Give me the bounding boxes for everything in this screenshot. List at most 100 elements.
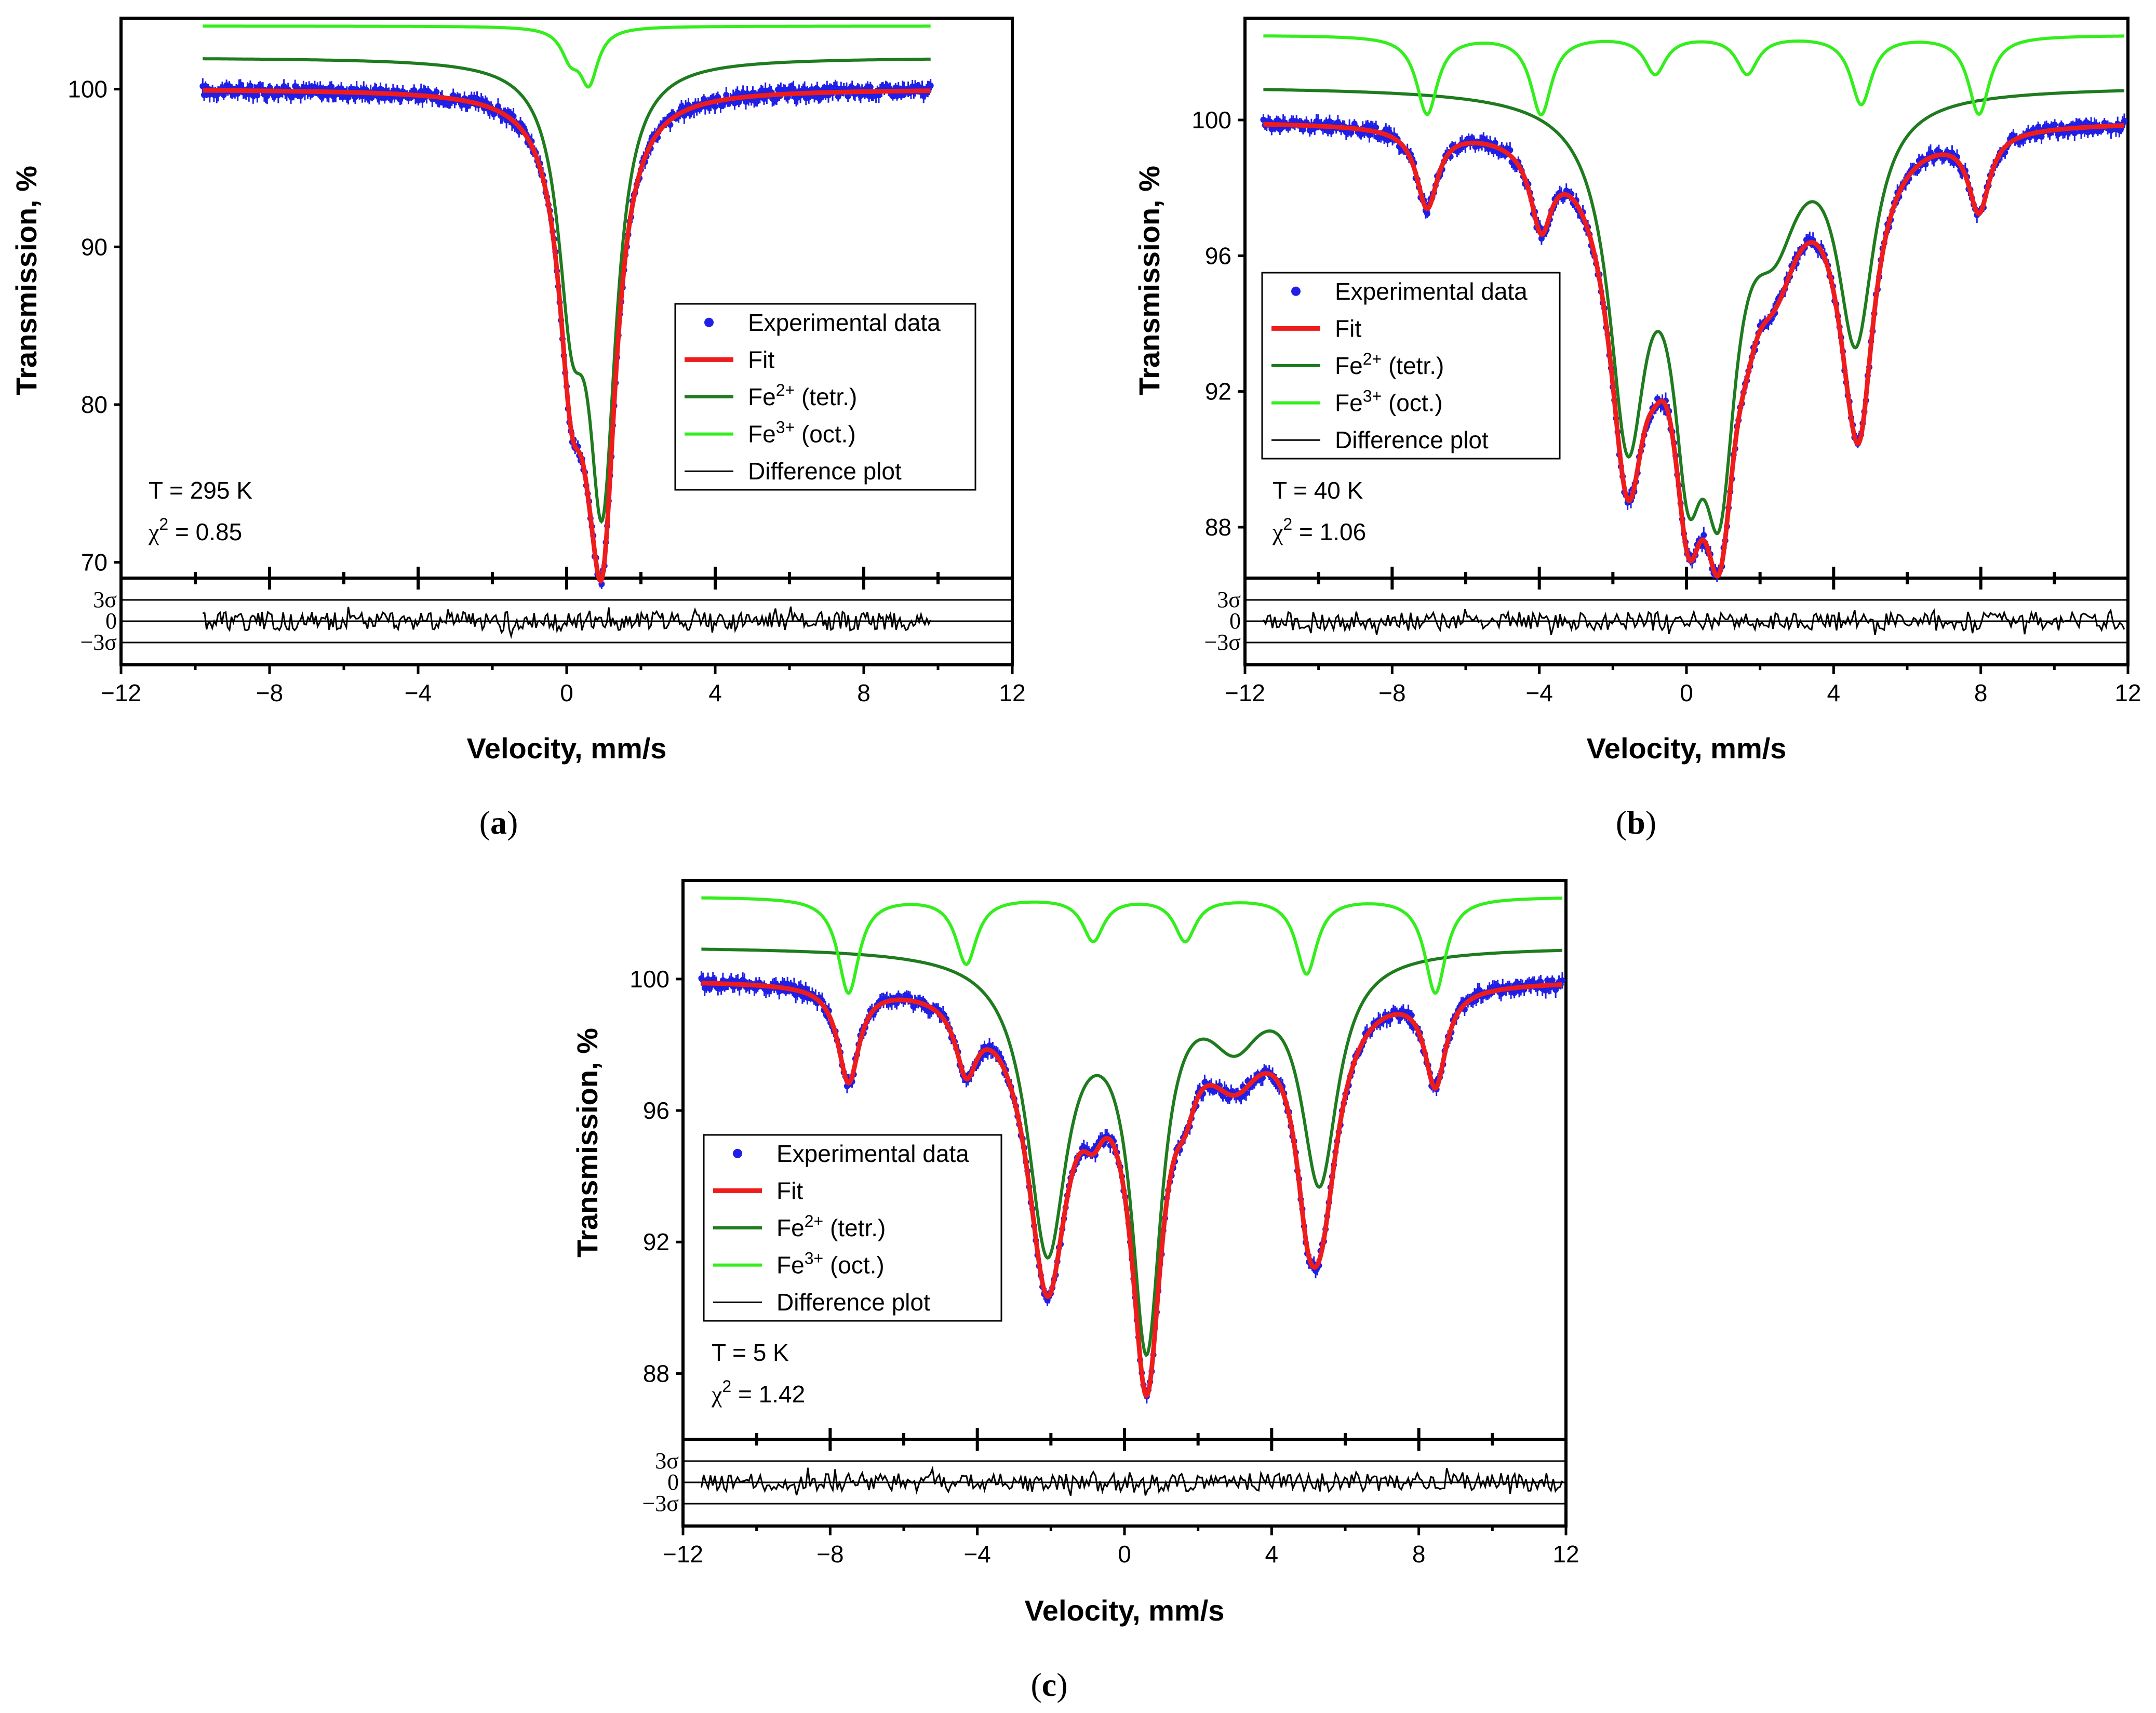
experimental-point bbox=[328, 83, 335, 90]
panel-caption: (b) bbox=[1616, 804, 1656, 841]
chi-squared-label: χ2 = 0.85 bbox=[148, 515, 242, 545]
x-axis-title: Velocity, mm/s bbox=[1587, 732, 1787, 765]
residual-level-label: 0 bbox=[1229, 608, 1241, 634]
annotation: T = 40 K χ2 = 1.06 bbox=[1272, 477, 1366, 545]
y-tick-label: 100 bbox=[1191, 106, 1231, 133]
legend-marker bbox=[1291, 286, 1301, 296]
fe3-oct-curve bbox=[701, 896, 1562, 995]
experimental-point bbox=[1511, 989, 1518, 996]
legend: Experimental data Fit Fe2+ (tetr.) Fe3+ (oc… bbox=[1261, 272, 1561, 460]
x-tick-label: 8 bbox=[857, 679, 871, 706]
y-tick-label: 70 bbox=[81, 549, 108, 576]
x-ticks: −12 −8 −4 0 4 8 12 bbox=[101, 567, 1026, 706]
experimental-point bbox=[845, 93, 851, 100]
x-tick-label: 0 bbox=[1118, 1541, 1131, 1568]
legend-label: Difference plot bbox=[748, 458, 902, 485]
y-tick-label: 92 bbox=[643, 1228, 669, 1255]
experimental-point bbox=[2121, 117, 2127, 124]
x-ticks: −12 −8 −4 0 4 8 12 bbox=[663, 1428, 1579, 1568]
experimental-point bbox=[1366, 131, 1373, 138]
annotation: T = 5 K χ2 = 1.42 bbox=[711, 1339, 805, 1408]
difference-curve bbox=[700, 1465, 1563, 1496]
residual-level-label: 3σ bbox=[655, 1448, 679, 1474]
x-tick-label: −8 bbox=[256, 679, 283, 706]
experimental-point bbox=[2058, 122, 2065, 128]
legend-marker bbox=[733, 1148, 742, 1158]
panel-caption: (a) bbox=[479, 804, 518, 841]
y-axis-title: Transmission, % bbox=[571, 1028, 604, 1257]
experimental-point bbox=[867, 84, 874, 90]
x-tick-label: 0 bbox=[1680, 679, 1693, 706]
fit-curve bbox=[203, 88, 931, 584]
curves bbox=[1260, 34, 2127, 636]
experimental-point bbox=[773, 96, 780, 102]
y-tick-label: 88 bbox=[1205, 514, 1231, 541]
x-tick-label: 12 bbox=[1552, 1541, 1579, 1568]
legend-label: Difference plot bbox=[1335, 426, 1489, 453]
y-tick-label: 96 bbox=[1205, 242, 1231, 269]
experimental-point bbox=[2071, 130, 2078, 137]
legend-label: Fit bbox=[748, 346, 774, 373]
experimental-point bbox=[797, 984, 804, 991]
x-tick-label: −12 bbox=[663, 1541, 703, 1568]
experimental-point bbox=[1549, 977, 1556, 984]
legend-label: Experimental data bbox=[776, 1140, 969, 1167]
x-tick-label: 4 bbox=[1827, 679, 1841, 706]
x-tick-label: 12 bbox=[2114, 679, 2141, 706]
panel-caption: (c) bbox=[1030, 1666, 1067, 1703]
x-tick-label: 12 bbox=[999, 679, 1025, 706]
y-axis-title: Transmission, % bbox=[10, 166, 43, 395]
curves bbox=[199, 24, 934, 639]
residual-level-label: 3σ bbox=[93, 587, 117, 612]
y-tick-label: 100 bbox=[68, 76, 108, 103]
experimental-point bbox=[735, 99, 742, 105]
residual-level-label: 0 bbox=[105, 608, 117, 634]
y-tick-label: 100 bbox=[630, 966, 669, 993]
fe2-tetr-curve bbox=[701, 947, 1562, 1357]
difference-curve bbox=[203, 606, 932, 639]
legend: Experimental data Fit Fe2+ (tetr.) Fe3+ (oc… bbox=[674, 303, 976, 491]
x-tick-label: −4 bbox=[1525, 679, 1552, 706]
x-tick-label: 8 bbox=[1974, 679, 1988, 706]
residual-level-label: 3σ bbox=[1217, 587, 1241, 612]
experimental-point bbox=[705, 976, 712, 983]
curves bbox=[698, 896, 1565, 1496]
legend-label: Fit bbox=[776, 1177, 803, 1204]
residual-level-label: −3σ bbox=[642, 1491, 679, 1516]
x-tick-label: 4 bbox=[708, 679, 722, 706]
legend-label: Fe2+ (tetr.) bbox=[1335, 350, 1444, 379]
legend-label: Fe2+ (tetr.) bbox=[776, 1212, 886, 1241]
temperature-label: T = 295 K bbox=[149, 477, 252, 504]
fe3-oct-curve bbox=[1263, 34, 2124, 117]
y-ticks: 70 80 90 100 bbox=[68, 76, 121, 576]
y-tick-label: 88 bbox=[643, 1360, 669, 1387]
fit-curve bbox=[1263, 122, 2124, 579]
legend-label: Fit bbox=[1335, 315, 1361, 342]
experimental-point bbox=[1275, 117, 1282, 124]
temperature-label: T = 40 K bbox=[1273, 477, 1363, 504]
experimental-point bbox=[712, 103, 718, 110]
x-tick-label: −8 bbox=[1378, 679, 1405, 706]
x-ticks: −12 −8 −4 0 4 8 12 bbox=[1225, 567, 2141, 706]
y-tick-label: 96 bbox=[643, 1097, 669, 1124]
chi-squared-label: χ2 = 1.42 bbox=[711, 1377, 805, 1408]
y-axis-title: Transmission, % bbox=[1133, 166, 1166, 395]
x-axis-title: Velocity, mm/s bbox=[467, 732, 667, 765]
residual-reference-lines: 3σ0−3σ bbox=[642, 1448, 1566, 1516]
chi-squared-label: χ2 = 1.06 bbox=[1272, 515, 1366, 545]
x-axis-title: Velocity, mm/s bbox=[1025, 1594, 1225, 1627]
legend-marker bbox=[704, 317, 714, 327]
residual-level-label: 0 bbox=[667, 1469, 679, 1495]
legend-label: Fe2+ (tetr.) bbox=[748, 381, 857, 410]
experimental-point bbox=[1326, 118, 1333, 125]
legend-label: Fe3+ (oct.) bbox=[776, 1249, 885, 1279]
fe2-tetr-curve bbox=[203, 57, 931, 524]
x-tick-label: 4 bbox=[1265, 1541, 1279, 1568]
experimental-point bbox=[1384, 137, 1391, 143]
y-tick-label: 90 bbox=[81, 233, 108, 260]
experimental-point bbox=[433, 89, 440, 96]
y-tick-label: 80 bbox=[81, 391, 108, 418]
